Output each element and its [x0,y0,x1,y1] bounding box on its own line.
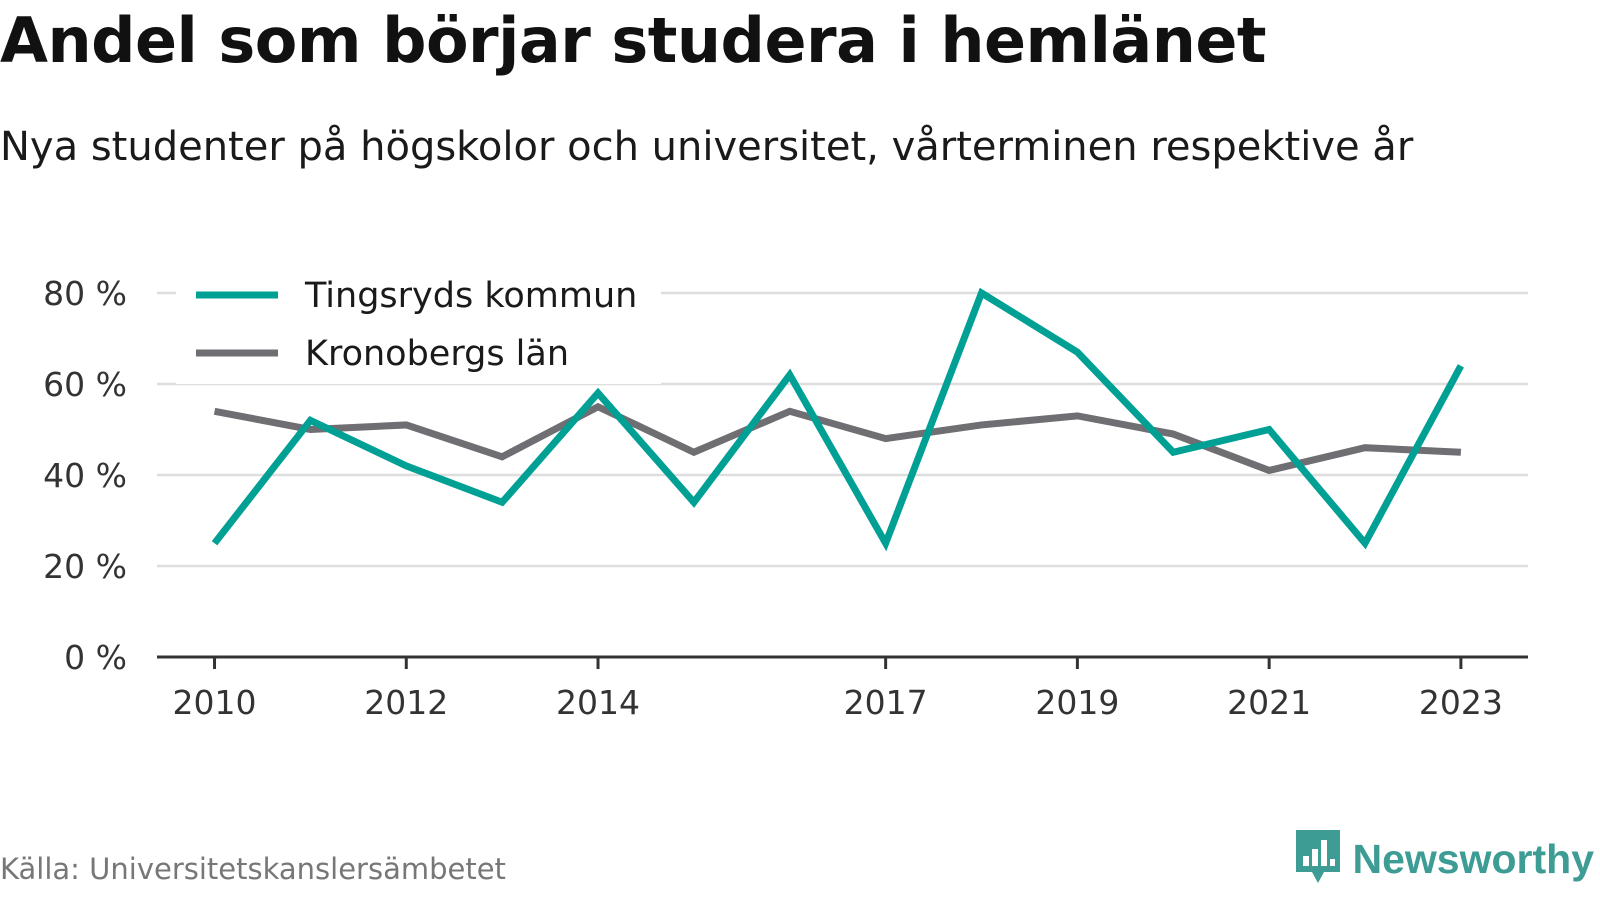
axes: 0 % 20 % 40 % 60 % 80 % 2010 2012 2014 2017 2019 2… [43,274,1528,722]
x-tick-label: 2021 [1227,683,1311,722]
legend-background [176,262,661,384]
y-tick-label: 20 % [43,547,127,586]
newsworthy-logo-icon [1293,828,1343,890]
chart-title: Andel som börjar studera i hemlänet [0,4,1267,77]
brand-name: Newsworthy [1352,835,1595,882]
series-lines [211,287,1464,552]
x-tick-label: 2010 [173,683,257,722]
x-tick-label: 2023 [1419,683,1503,722]
series-line-tingsryds-kommun [211,287,1464,552]
y-tick-label: 40 % [43,456,127,495]
x-tick-label: 2017 [844,683,928,722]
x-tick-label: 2019 [1035,683,1119,722]
brand-logo: Newsworthy [1293,828,1595,890]
y-tick-label: 80 % [43,274,127,313]
legend-label: Kronobergs län [305,334,569,374]
source-note: Källa: Universitetskanslersämbetet [0,852,506,886]
legend: Tingsryds kommun Kronobergs län [176,262,661,384]
x-tick-label: 2012 [364,683,448,722]
y-tick-label: 0 % [64,638,127,677]
x-tick-label: 2014 [556,683,640,722]
legend-label: Tingsryds kommun [304,276,637,316]
y-tick-label: 60 % [43,365,127,404]
chart-subtitle: Nya studenter på högskolor och universit… [0,124,1414,170]
series-line-kronobergs-län [213,402,1462,475]
